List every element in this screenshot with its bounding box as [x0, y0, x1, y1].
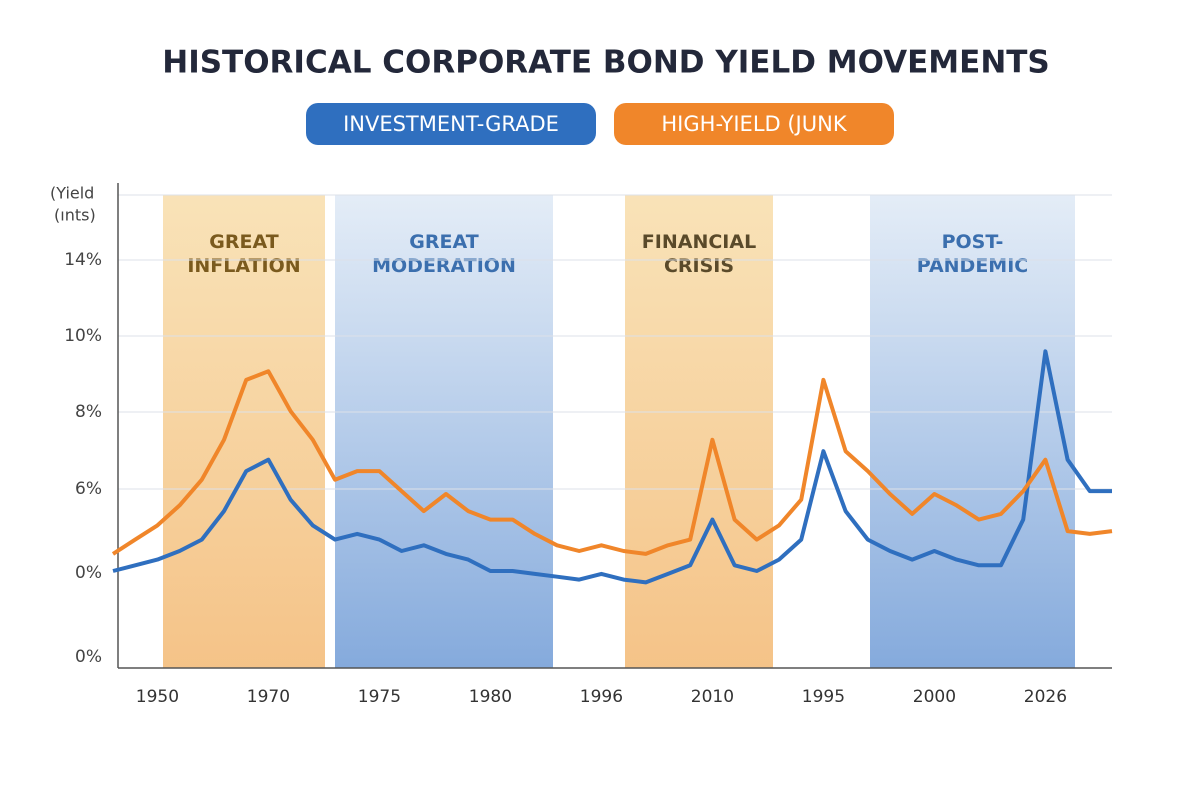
x-tick-label: 1950	[136, 687, 179, 707]
legend-label: HIGH-YIELD (JUNK	[661, 112, 847, 136]
y-tick-label: 6%	[75, 479, 102, 499]
period-band	[335, 195, 553, 668]
legend-label: INVESTMENT-GRADE	[343, 112, 559, 136]
x-tick-label: 1970	[247, 687, 290, 707]
x-tick-label: 1975	[358, 687, 401, 707]
series-line	[112, 349, 1112, 585]
y-tick-label: 0%	[75, 647, 102, 667]
x-tick-label: 1980	[469, 687, 512, 707]
x-tick-label: 1996	[580, 687, 623, 707]
y-axis-label: (ınts)	[54, 206, 96, 225]
x-tick-label: 1995	[802, 687, 845, 707]
legend-swatch	[306, 103, 596, 145]
y-tick-label: 14%	[64, 250, 102, 270]
y-tick-label: 8%	[75, 402, 102, 422]
x-tick-label: 2000	[913, 687, 956, 707]
period-band	[163, 195, 325, 668]
period-band	[870, 195, 1075, 668]
y-tick-label: 0%	[75, 563, 102, 583]
x-tick-label: 2010	[691, 687, 734, 707]
y-tick-label: 10%	[64, 326, 102, 346]
chart-title: HISTORICAL CORPORATE BOND YIELD MOVEMENT…	[162, 45, 1049, 81]
x-tick-label: 2026	[1024, 687, 1067, 707]
period-band	[625, 195, 773, 668]
legend-swatch	[614, 103, 894, 145]
series-line	[111, 369, 1113, 556]
y-axis-label: (Yield	[50, 184, 94, 203]
